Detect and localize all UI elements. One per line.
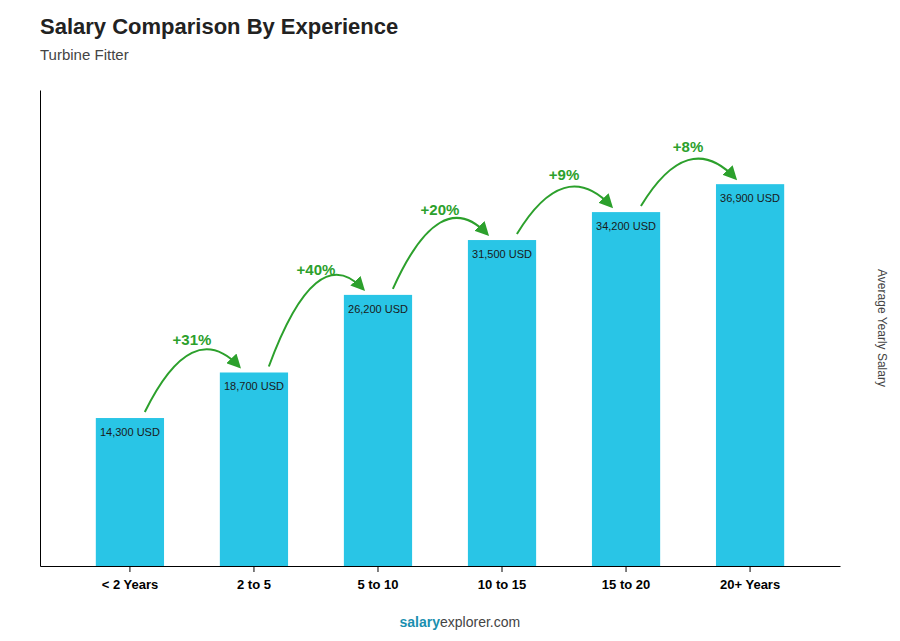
- change-label: +20%: [421, 201, 460, 218]
- bar: [220, 372, 288, 566]
- x-tick-label: < 2 Years: [102, 577, 159, 592]
- title: Salary Comparison By Experience: [40, 14, 398, 39]
- x-tick-mark: [129, 566, 130, 572]
- data-label: 34,200 USD: [596, 220, 656, 232]
- bars: [96, 184, 784, 566]
- bar: [716, 184, 784, 566]
- x-tick-mark: [750, 566, 751, 572]
- change-label: +31%: [173, 331, 212, 348]
- data-labels: 14,300 USD 18,700 USD 26,200 USD 31,500 USD…: [100, 192, 780, 438]
- data-label: 26,200 USD: [348, 303, 408, 315]
- data-label: 18,700 USD: [224, 380, 284, 392]
- chart: Salary Comparison By Experience Turbine F…: [0, 0, 900, 641]
- x-tick-mark: [253, 566, 254, 572]
- x-tick: 2 to 5: [237, 566, 271, 592]
- annotations: +31% +40% +20% +9% +8%: [145, 138, 735, 412]
- y-axis-line: [40, 91, 41, 567]
- x-tick-mark: [626, 566, 627, 572]
- y-axis: [40, 91, 41, 567]
- data-label: 14,300 USD: [100, 426, 160, 438]
- data-label: 31,500 USD: [472, 248, 532, 260]
- x-tick-mark: [502, 566, 503, 572]
- x-axis: < 2 Years 2 to 5 5 to 10 10 to 15 15 to 20 20…: [41, 566, 841, 592]
- x-tick-label: 10 to 15: [478, 577, 526, 592]
- change-arrow: [641, 159, 735, 206]
- bar: [468, 240, 536, 566]
- footer: explorer.com: [440, 614, 520, 630]
- x-tick-mark: [377, 566, 378, 572]
- subtitle: Turbine Fitter: [40, 46, 129, 63]
- change-label: +9%: [549, 166, 579, 183]
- data-label: 36,900 USD: [720, 192, 780, 204]
- x-tick-label: 2 to 5: [237, 577, 271, 592]
- change-arrow: [145, 349, 239, 412]
- x-tick-label: 5 to 10: [357, 577, 398, 592]
- x-tick: 5 to 10: [357, 566, 398, 592]
- change-arrow: [393, 218, 487, 289]
- footer: salary: [400, 614, 441, 630]
- x-tick: 20+ Years: [720, 566, 780, 592]
- plot-area: < 2 Years 2 to 5 5 to 10 10 to 15 15 to 20 20…: [41, 91, 841, 593]
- change-arrow: [517, 187, 611, 234]
- bar: [592, 212, 660, 566]
- x-tick: < 2 Years: [102, 566, 159, 592]
- bar: [344, 295, 412, 566]
- x-tick-label: 15 to 20: [602, 577, 650, 592]
- y-axis-title: Average Yearly Salary: [875, 269, 889, 387]
- x-tick: 10 to 15: [478, 566, 526, 592]
- x-tick-label: 20+ Years: [720, 577, 780, 592]
- x-tick: 15 to 20: [602, 566, 650, 592]
- bar: [96, 418, 164, 566]
- change-label: +8%: [673, 138, 703, 155]
- change-label: +40%: [297, 261, 336, 278]
- x-axis-line: [41, 566, 841, 567]
- change-arrow: [269, 275, 363, 367]
